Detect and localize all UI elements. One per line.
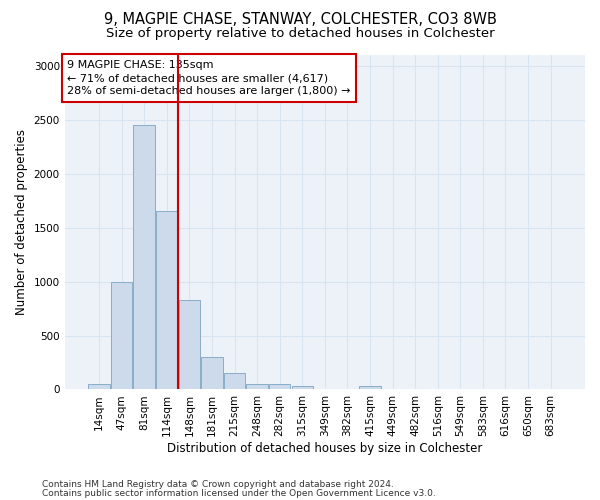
Bar: [156, 212, 178, 390]
X-axis label: Distribution of detached houses by size in Colchester: Distribution of detached houses by size …: [167, 442, 482, 455]
Text: 9 MAGPIE CHASE: 135sqm
← 71% of detached houses are smaller (4,617)
28% of semi-: 9 MAGPIE CHASE: 135sqm ← 71% of detached…: [67, 60, 351, 96]
Bar: [201, 357, 223, 390]
Text: Contains public sector information licensed under the Open Government Licence v3: Contains public sector information licen…: [42, 488, 436, 498]
Text: Size of property relative to detached houses in Colchester: Size of property relative to detached ho…: [106, 28, 494, 40]
Bar: [359, 386, 381, 390]
Bar: [179, 300, 200, 390]
Bar: [133, 125, 155, 390]
Bar: [247, 384, 268, 390]
Bar: [224, 374, 245, 390]
Text: 9, MAGPIE CHASE, STANWAY, COLCHESTER, CO3 8WB: 9, MAGPIE CHASE, STANWAY, COLCHESTER, CO…: [104, 12, 496, 28]
Text: Contains HM Land Registry data © Crown copyright and database right 2024.: Contains HM Land Registry data © Crown c…: [42, 480, 394, 489]
Bar: [88, 384, 110, 390]
Y-axis label: Number of detached properties: Number of detached properties: [15, 129, 28, 315]
Bar: [292, 386, 313, 390]
Bar: [111, 282, 133, 390]
Bar: [269, 384, 290, 390]
